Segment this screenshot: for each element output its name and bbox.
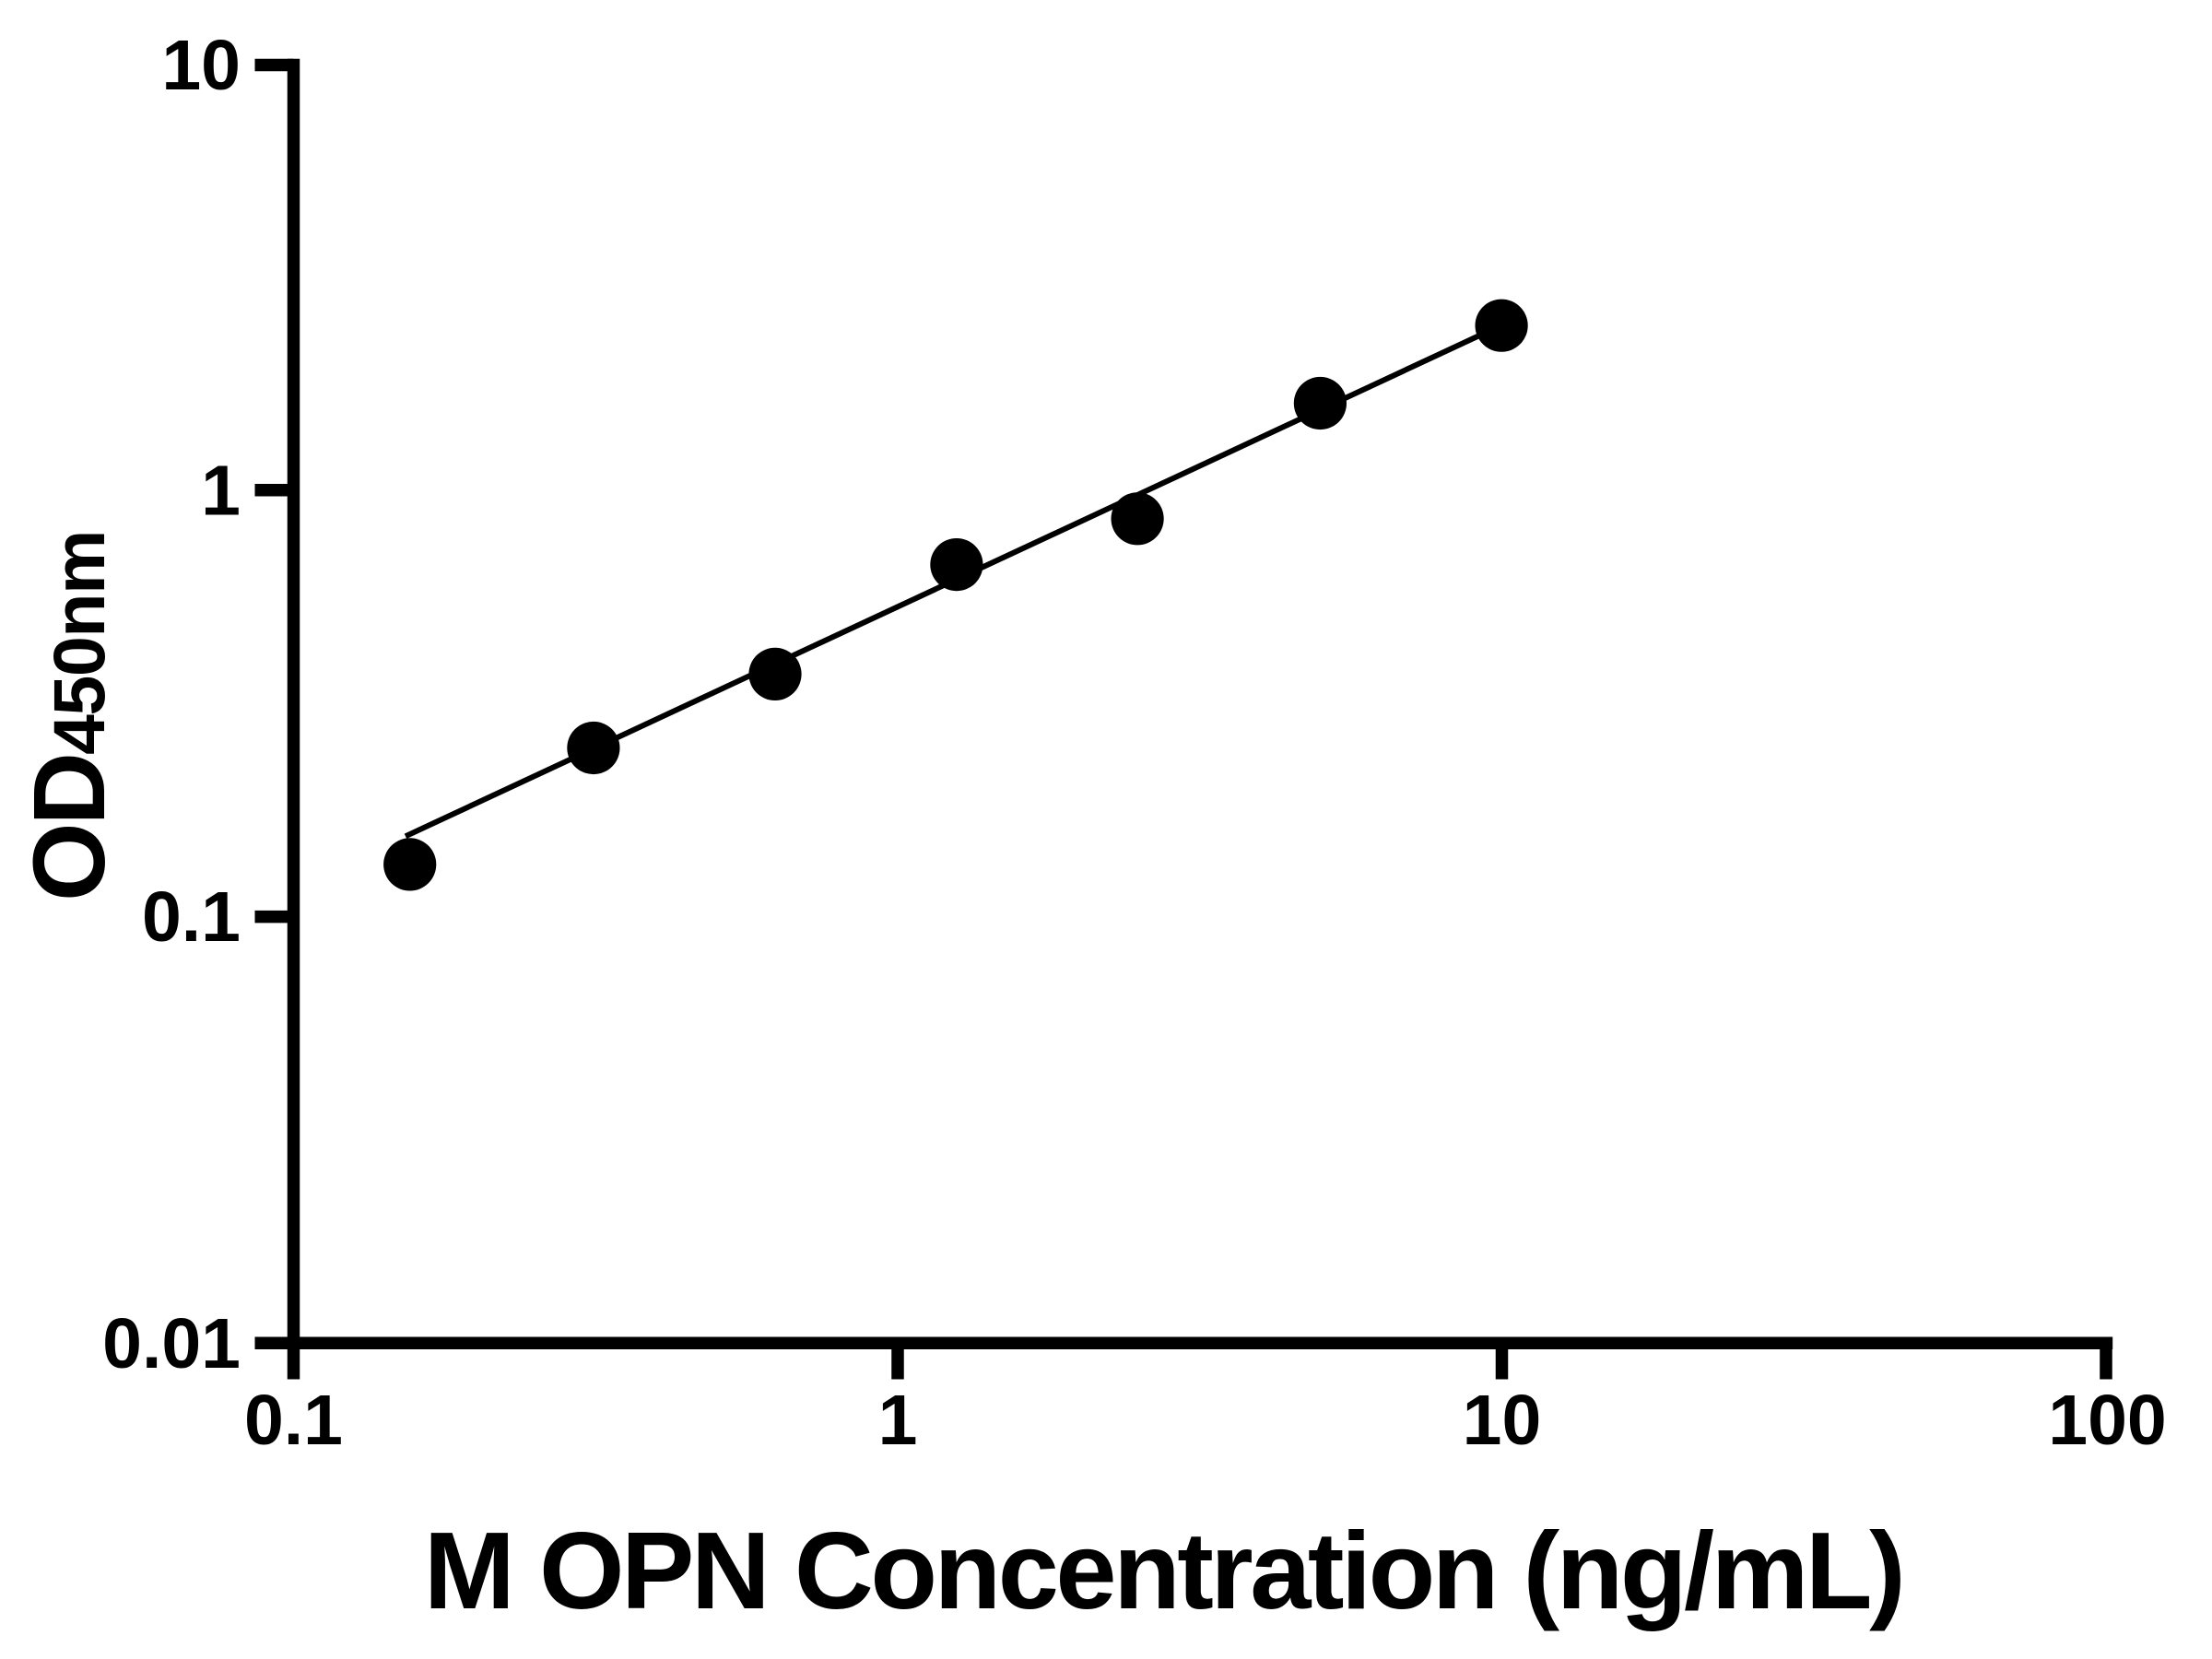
svg-text:0.1: 0.1 [142, 877, 241, 957]
svg-text:M OPN Concentration (ng/mL): M OPN Concentration (ng/mL) [424, 1510, 1902, 1632]
svg-text:10: 10 [1463, 1381, 1542, 1460]
svg-text:0.01: 0.01 [102, 1304, 241, 1383]
svg-text:1: 1 [878, 1381, 918, 1460]
svg-text:100: 100 [2048, 1381, 2166, 1460]
svg-text:1: 1 [201, 451, 241, 530]
svg-text:0.1: 0.1 [244, 1381, 343, 1460]
svg-text:10: 10 [161, 26, 241, 105]
